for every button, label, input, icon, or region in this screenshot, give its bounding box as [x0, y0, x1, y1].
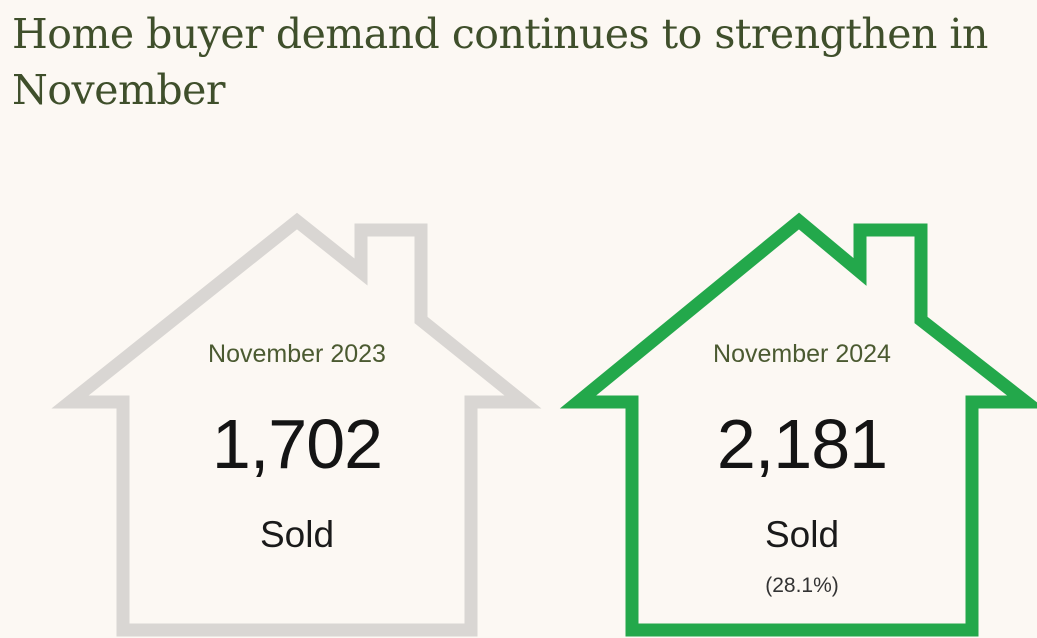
sold-label: Sold: [764, 514, 840, 555]
period-label: November 2024: [713, 340, 891, 368]
house-card-2024: November 2024 2,181 Sold (28.1%): [559, 212, 1037, 638]
period-label: November 2023: [208, 340, 386, 368]
house-outline-icon: [559, 212, 1037, 637]
sold-count: 2,181: [716, 405, 888, 483]
headline: Home buyer demand continues to strengthe…: [12, 10, 988, 114]
percent-change: (28.1%): [765, 574, 839, 597]
sold-count: 1,702: [211, 405, 383, 483]
sold-label: Sold: [259, 514, 335, 555]
house-outline-icon: [51, 212, 542, 637]
house-card-2023: November 2023 1,702 Sold: [51, 212, 542, 638]
